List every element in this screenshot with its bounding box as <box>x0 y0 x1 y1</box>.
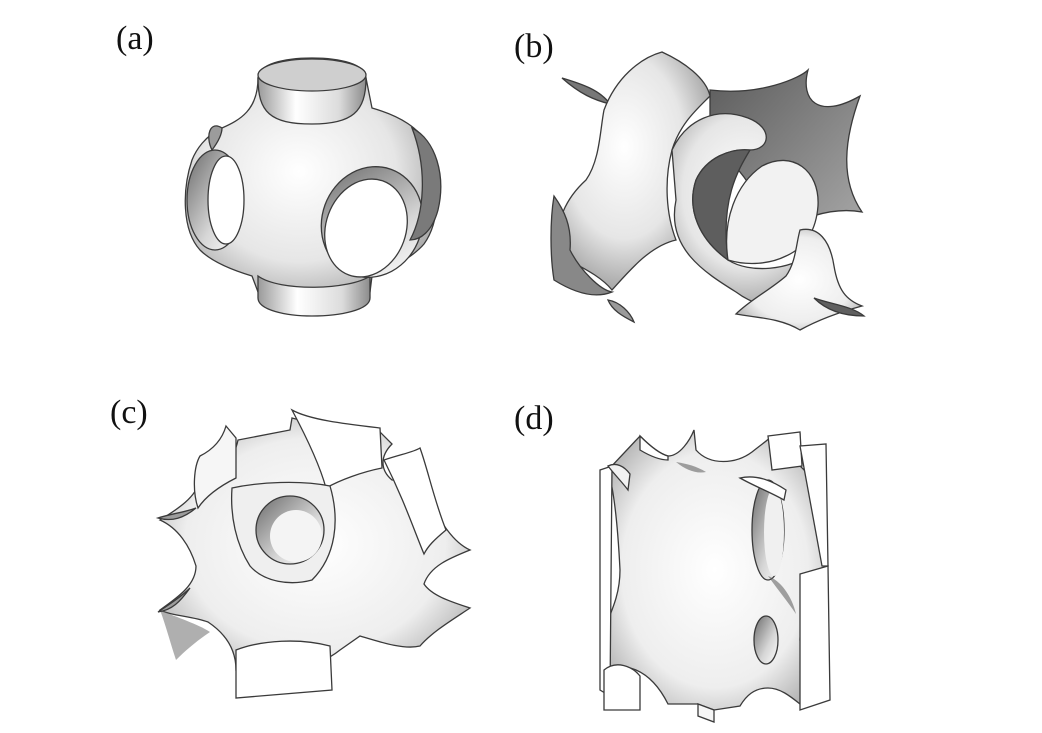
iwp-surface-illustration <box>599 429 831 723</box>
diamond-surface-illustration <box>155 408 472 699</box>
panel-b-label: (b) <box>514 28 554 65</box>
panel-d: (d) <box>500 370 1020 733</box>
panel-c-label: (c) <box>110 394 148 431</box>
schwarz-p-surface-illustration <box>184 57 442 317</box>
panel-a: (a) <box>0 0 520 370</box>
panel-a-label: (a) <box>116 20 154 57</box>
panel-c: (c) <box>0 370 520 733</box>
panel-b: (b) <box>500 0 1020 370</box>
gyroid-surface-illustration <box>550 51 866 331</box>
panel-d-label: (d) <box>514 400 554 437</box>
